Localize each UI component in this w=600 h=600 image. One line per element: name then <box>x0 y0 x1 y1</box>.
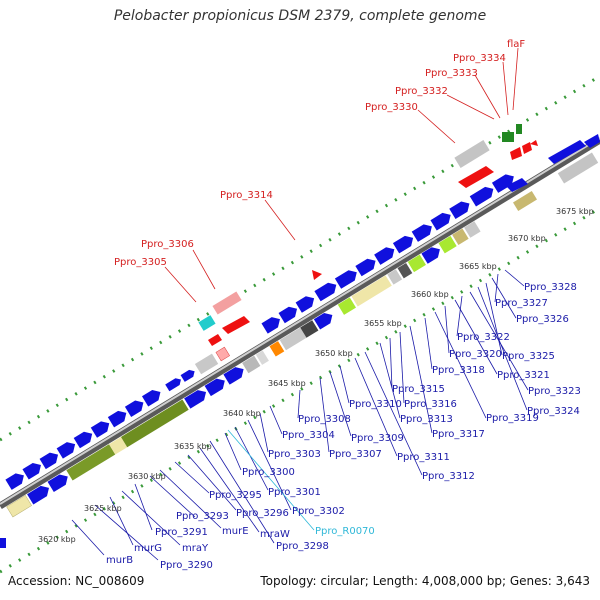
gene-label: Ppro_3325 <box>502 351 555 362</box>
top-right-genes <box>0 124 600 548</box>
tick-label: 3675 kbp <box>556 207 594 216</box>
tick-label: 3660 kbp <box>411 290 449 299</box>
gene-label: Ppro_3322 <box>457 332 510 343</box>
tick-label: 3650 kbp <box>315 349 353 358</box>
gene-label: murB <box>106 555 133 566</box>
gene-label: Ppro_3318 <box>432 365 485 376</box>
inner-dotted-track <box>0 206 600 574</box>
gene-label: Ppro_3300 <box>242 467 295 478</box>
gene-label: flaF <box>507 39 525 50</box>
gene-label: murE <box>222 526 249 537</box>
tick-label: 3625 kbp <box>84 504 122 513</box>
gene-label: Ppro_3315 <box>392 384 445 395</box>
gene-label: Ppro_3323 <box>528 386 581 397</box>
gene-label: Ppro_3313 <box>400 414 453 425</box>
gene-labels-blue: murB Ppro_3290 murG mraY Ppro_3291 Ppro_… <box>106 282 581 571</box>
gene-label: Ppro_3330 <box>365 102 418 113</box>
outer-dotted-track <box>0 74 600 442</box>
gene-label: Ppro_3324 <box>527 406 580 417</box>
cyan-leader-line <box>227 429 315 531</box>
tick-label: 3655 kbp <box>364 319 402 328</box>
gene-row-inner <box>6 221 481 518</box>
gene-label: Ppro_3295 <box>209 490 262 501</box>
gene-label: Ppro_3304 <box>282 430 335 441</box>
gene-label: Ppro_3328 <box>524 282 577 293</box>
gene-label: Ppro_3327 <box>495 298 548 309</box>
gene-label: Ppro_3321 <box>497 370 550 381</box>
map-title: Pelobacter propionicus DSM 2379, complet… <box>113 8 487 24</box>
gene-label: Ppro_3333 <box>425 68 478 79</box>
gene-label: Ppro_3326 <box>516 314 569 325</box>
gene-label: Ppro_3334 <box>453 53 506 64</box>
gene-label: Ppro_3316 <box>404 399 457 410</box>
gene-label: Ppro_3319 <box>486 413 539 424</box>
gene-label: Ppro_3307 <box>329 449 382 460</box>
gene-label: murG <box>134 543 162 554</box>
gene-label: Ppro_3296 <box>236 508 289 519</box>
gene-label: Ppro_3332 <box>395 86 448 97</box>
gene-label: Ppro_3308 <box>298 414 351 425</box>
tick-label: 3620 kbp <box>38 535 76 544</box>
gene-label: Ppro_3310 <box>349 399 402 410</box>
gene-label: Ppro_3301 <box>268 487 321 498</box>
gene-label: mraW <box>260 529 290 540</box>
gene-label: Ppro_3298 <box>276 541 329 552</box>
gene-labels-red: Ppro_3305 Ppro_3306 Ppro_3314 Ppro_3330 … <box>114 39 525 268</box>
genome-summary-text: Topology: circular; Length: 4,008,000 bp… <box>260 574 590 588</box>
gene-label: Ppro_3309 <box>351 433 404 444</box>
gene-label: Ppro_3312 <box>422 471 475 482</box>
red-leader-lines <box>164 47 519 303</box>
gene-label: Ppro_3314 <box>220 190 273 201</box>
gene-label: Ppro_3293 <box>176 511 229 522</box>
gene-label: mraY <box>182 543 209 554</box>
gene-label: Ppro_3302 <box>292 506 345 517</box>
genome-backbone <box>0 137 600 509</box>
gene-label: Ppro_3305 <box>114 257 167 268</box>
tick-label: 3645 kbp <box>268 379 306 388</box>
gene-label: Ppro_3311 <box>397 452 450 463</box>
gene-labels-cyan: Ppro_R0070 <box>315 526 375 537</box>
tick-label: 3630 kbp <box>128 472 166 481</box>
gene-label: Ppro_3317 <box>432 429 485 440</box>
tick-label: 3665 kbp <box>459 262 497 271</box>
tick-label: 3635 kbp <box>174 442 212 451</box>
gene-label: Ppro_3320 <box>449 349 502 360</box>
rna-label: Ppro_R0070 <box>315 526 375 537</box>
gene-label: Ppro_3306 <box>141 239 194 250</box>
accession-text: Accession: NC_008609 <box>8 574 145 588</box>
kbp-tick-labels: 3620 kbp 3625 kbp 3630 kbp 3635 kbp 3640… <box>38 207 594 544</box>
gene-label: Ppro_3303 <box>268 449 321 460</box>
tick-label: 3670 kbp <box>508 234 546 243</box>
gene-row-outer <box>5 174 514 490</box>
tick-label: 3640 kbp <box>223 409 261 418</box>
gene-label: Ppro_3291 <box>155 527 208 538</box>
gene-label: Ppro_3290 <box>160 560 213 571</box>
